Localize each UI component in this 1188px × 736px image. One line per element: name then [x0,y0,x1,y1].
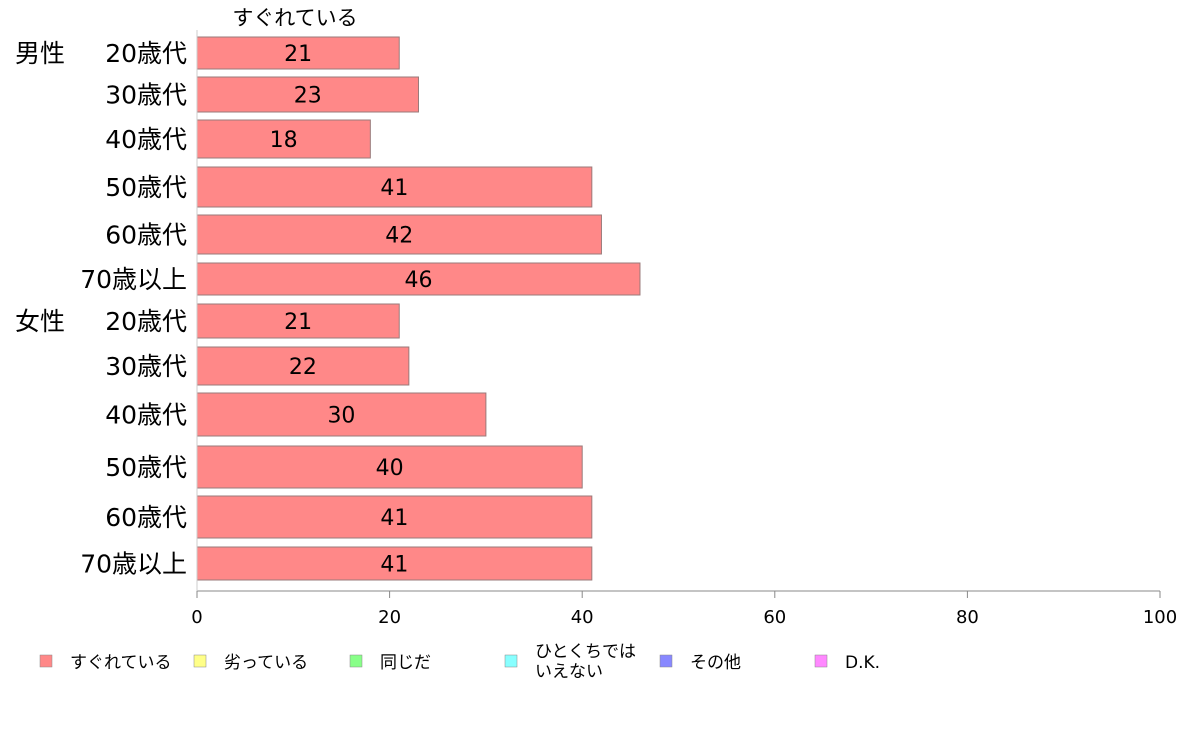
category-label: 20歳代 [105,39,187,68]
category-label: 50歳代 [105,173,187,202]
bar [196,36,400,70]
legend-swatch [504,654,518,668]
legend-label: すぐれている [70,653,172,673]
legend-label: D.K. [845,653,880,673]
legend-swatch [349,654,363,668]
x-tick-label: 80 [956,607,979,628]
bar-value-label: 30 [327,404,355,429]
bar-value-label: 41 [380,176,408,201]
bars-layer [196,36,641,581]
bar [196,546,593,581]
bar-value-label: 22 [289,355,317,380]
bar-value-label: 23 [294,84,322,109]
legend-label: 同じだ [380,653,431,673]
legend-label: その他 [690,653,741,673]
series-header: すぐれている [232,6,357,30]
x-tick-label: 60 [763,607,786,628]
category-label: 50歳代 [105,453,187,482]
category-label: 40歳代 [105,401,187,430]
x-tick-label: 100 [1143,607,1177,628]
bar [196,166,593,208]
legend-label: ひとくちではいえない [535,642,636,682]
x-axis: 0 20 40 60 80 100 [191,30,1177,628]
legend-swatch [193,654,207,668]
category-label: 40歳代 [105,125,187,154]
category-label: 30歳代 [105,352,187,381]
bar-value-label: 21 [284,42,312,67]
bar [196,495,593,539]
group-label: 女性 [15,307,65,336]
x-tick-label: 20 [378,607,401,628]
category-label: 30歳代 [105,81,187,110]
bar-value-label: 18 [270,128,298,153]
bar-value-label: 21 [284,310,312,335]
group-label: 男性 [15,39,65,68]
category-label: 60歳代 [105,503,187,532]
legend-label: 劣っている [224,653,308,673]
category-label: 70歳以上 [80,265,187,294]
bar-value-label: 40 [376,456,404,481]
x-tick-label: 0 [191,607,202,628]
bar [196,303,400,339]
category-label: 70歳以上 [80,550,187,579]
legend-swatch [39,654,53,668]
category-label: 20歳代 [105,307,187,336]
category-label: 60歳代 [105,221,187,250]
legend-swatch [659,654,673,668]
bar-value-label: 41 [380,553,408,578]
bar-value-label: 42 [385,224,413,249]
bar-value-label: 41 [380,506,408,531]
bar [196,119,371,159]
bar [196,76,419,113]
x-tick-label: 40 [571,607,594,628]
legend: すぐれている 劣っている 同じだ ひとくちではいえない その他 D.K. [39,642,880,682]
bar-value-label: 46 [404,268,432,293]
bar [196,214,602,255]
legend-swatch [814,654,828,668]
bar [196,445,583,489]
